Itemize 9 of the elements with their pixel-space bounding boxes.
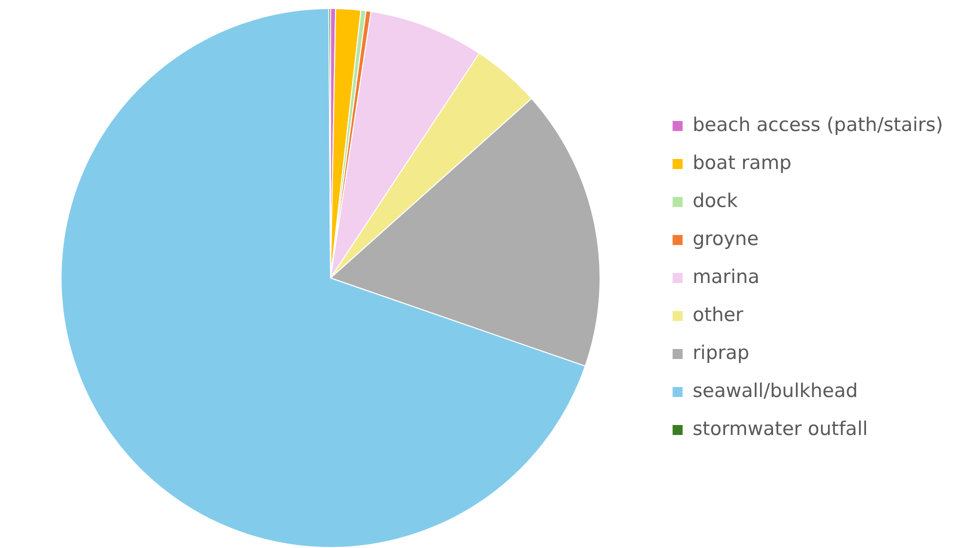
legend-label: other bbox=[692, 304, 744, 326]
legend-label: dock bbox=[692, 190, 738, 212]
legend-label: beach access (path/stairs) bbox=[692, 114, 944, 136]
legend-label: marina bbox=[692, 266, 760, 288]
legend-label: seawall/bulkhead bbox=[692, 380, 858, 402]
legend-label: boat ramp bbox=[692, 152, 792, 174]
legend-label: groyne bbox=[692, 228, 759, 250]
legend-label: riprap bbox=[692, 342, 750, 364]
legend-label: stormwater outfall bbox=[692, 418, 868, 440]
